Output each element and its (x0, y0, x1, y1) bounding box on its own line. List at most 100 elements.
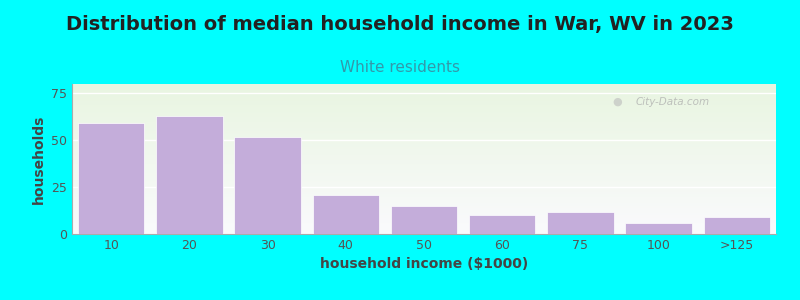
Bar (72, 126, 776, 127)
Text: Distribution of median household income in War, WV in 2023: Distribution of median household income … (66, 15, 734, 34)
Bar (72, 161, 776, 162)
Bar (72, 123, 776, 124)
Bar (72, 207, 776, 208)
Bar (72, 229, 776, 230)
Bar (72, 98, 776, 99)
Bar (72, 145, 776, 146)
Bar (72, 221, 776, 222)
Bar (72, 206, 776, 207)
Bar (72, 176, 776, 177)
Bar (72, 187, 776, 188)
Bar (72, 195, 776, 196)
Bar (72, 204, 776, 205)
Bar (72, 100, 776, 101)
Bar (72, 174, 776, 175)
Bar (72, 227, 776, 228)
Bar (72, 196, 776, 197)
Text: City-Data.com: City-Data.com (635, 97, 710, 107)
Bar (72, 180, 776, 181)
Bar (72, 175, 776, 176)
Bar (72, 87, 776, 88)
Bar (72, 214, 776, 215)
Bar (72, 173, 776, 174)
Bar (72, 184, 776, 185)
Bar (72, 191, 776, 192)
Bar (72, 203, 776, 204)
Bar (72, 127, 776, 128)
Bar (72, 156, 776, 157)
Bar (72, 89, 776, 90)
Bar (72, 92, 776, 93)
Bar (72, 210, 776, 211)
Bar (72, 215, 776, 216)
Bar (72, 141, 776, 142)
Bar (72, 160, 776, 161)
Bar (72, 150, 776, 151)
Bar (72, 128, 776, 129)
Bar (72, 154, 776, 155)
Bar (72, 136, 776, 137)
Bar (72, 197, 776, 198)
Bar (72, 152, 776, 153)
Bar (72, 181, 776, 182)
Bar (234, 136, 301, 234)
Bar (72, 125, 776, 126)
Bar (72, 168, 776, 169)
Bar (72, 124, 776, 125)
Bar (72, 157, 776, 158)
Bar (72, 225, 776, 226)
Bar (72, 188, 776, 189)
Bar (72, 226, 776, 227)
Bar (72, 216, 776, 217)
Bar (72, 116, 776, 117)
Bar (72, 119, 776, 120)
Bar (72, 115, 776, 116)
Bar (72, 218, 776, 219)
Bar (72, 106, 776, 107)
Bar (72, 107, 776, 108)
Bar (72, 217, 776, 218)
Bar (72, 149, 776, 150)
Bar (313, 195, 379, 234)
Bar (72, 129, 776, 130)
Bar (72, 114, 776, 115)
Bar (72, 211, 776, 212)
Bar (72, 111, 776, 112)
Bar (72, 178, 776, 179)
Bar (72, 183, 776, 184)
Text: White residents: White residents (340, 60, 460, 75)
Bar (72, 104, 776, 105)
Bar (72, 213, 776, 214)
Bar (72, 219, 776, 220)
Bar (547, 212, 614, 234)
Bar (72, 96, 776, 97)
Bar (72, 182, 776, 183)
Bar (72, 121, 776, 122)
Bar (72, 90, 776, 91)
Bar (156, 116, 222, 234)
Bar (72, 165, 776, 166)
Bar (72, 190, 776, 191)
Bar (72, 209, 776, 210)
Bar (626, 223, 692, 234)
Bar (72, 162, 776, 163)
Bar (72, 102, 776, 103)
Bar (72, 151, 776, 152)
Bar (72, 132, 776, 133)
Bar (72, 171, 776, 172)
Bar (72, 95, 776, 96)
Bar (72, 186, 776, 187)
Bar (72, 232, 776, 233)
Bar (72, 185, 776, 186)
Bar (72, 133, 776, 134)
Bar (72, 93, 776, 94)
Bar (72, 231, 776, 232)
Bar (72, 222, 776, 223)
Bar (72, 117, 776, 118)
Bar (72, 159, 776, 160)
Bar (72, 120, 776, 121)
Bar (72, 138, 776, 139)
Bar (72, 179, 776, 180)
Y-axis label: households: households (31, 114, 46, 204)
Bar (72, 103, 776, 104)
